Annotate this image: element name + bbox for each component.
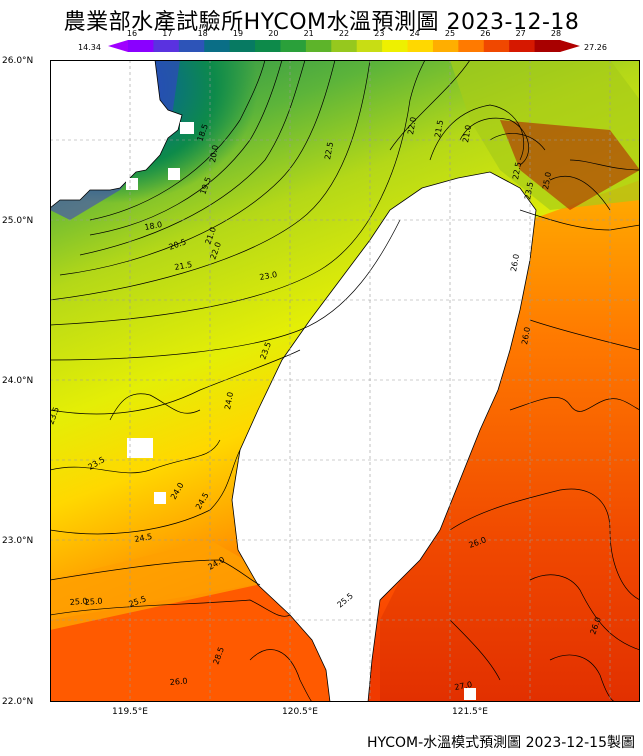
lat-label-22: 22.0°N (2, 697, 34, 707)
colorbar-tick-label: 18 (198, 29, 208, 38)
contour-label: 25.0 (84, 596, 103, 607)
colorbar-cell (153, 40, 180, 52)
map-frame (50, 60, 640, 702)
colorbar-cells (128, 40, 561, 52)
colorbar-cell (382, 40, 409, 52)
contour-label: 21.5 (174, 260, 193, 272)
sea-southwest-orange (50, 540, 280, 630)
small-island-3 (168, 168, 180, 180)
colorbar-cell (280, 40, 307, 52)
colorbar-cell (407, 40, 434, 52)
contour-label: 24.5 (134, 532, 153, 544)
contour-label: 26.0 (520, 326, 532, 345)
colorbar-tick-label: 19 (233, 29, 243, 38)
footer-caption: HYCOM-水溫模式預測圖 2023-12-15製圖 (366, 735, 635, 751)
small-island-5 (464, 688, 476, 700)
grid-lines (50, 60, 640, 702)
contour-label: 25.0 (69, 596, 88, 607)
colorbar-max-label: 27.26 (584, 43, 607, 52)
contour-label: 22.5 (323, 141, 335, 160)
colorbar-cell (432, 40, 459, 52)
colorbar-tick-label: 20 (268, 29, 278, 38)
lon-label-120-5: 120.5°E (282, 707, 318, 717)
small-island-2 (126, 178, 138, 190)
colorbar-cell (305, 40, 332, 52)
colorbar-cell (458, 40, 485, 52)
colorbar-tick-label: 21 (304, 29, 314, 38)
contour-label: 22.0 (406, 116, 418, 135)
contour-label: 20.0 (208, 144, 220, 163)
colorbar-cell (204, 40, 231, 52)
contour-label: 24.0 (223, 391, 235, 410)
contour-label: 22.5 (511, 161, 523, 180)
lon-label-119-5: 119.5°E (112, 707, 148, 717)
lat-label-23: 23.0°N (2, 536, 34, 546)
contour-label: 26.0 (509, 253, 521, 272)
colorbar-cell (509, 40, 536, 52)
contour-label: 23.5 (50, 406, 61, 426)
colorbar-tick-label: 22 (339, 29, 349, 38)
small-island-1 (154, 492, 166, 504)
colorbar-tick-label: 23 (374, 29, 384, 38)
colorbar-cell (356, 40, 383, 52)
colorbar-right-arrow (560, 40, 580, 52)
colorbar-cell (255, 40, 281, 52)
contour-label: 23.0 (259, 270, 278, 282)
small-island-4 (180, 122, 194, 134)
colorbar-cell (483, 40, 510, 52)
colorbar-cell (128, 40, 154, 52)
colorbar: 14.34 27.26 16 17 18 19 20 21 22 23 24 25 26 27 28 (78, 29, 607, 52)
contour-label: 25.0 (541, 171, 553, 190)
map-title: 農業部水產試驗所HYCOM水溫預測圖 2023-12-18 (63, 10, 580, 35)
contour-label: 21.5 (433, 119, 445, 138)
contour-label: 27.0 (454, 680, 473, 692)
mainland-china-coast (50, 60, 183, 209)
colorbar-tick-label: 25 (445, 29, 455, 38)
colorbar-tick-label: 24 (410, 29, 420, 38)
colorbar-min-label: 14.34 (78, 43, 101, 52)
penghu-island (127, 438, 153, 458)
sea-north-hot (500, 120, 640, 210)
lat-label-24: 24.0°N (2, 376, 34, 386)
colorbar-tick-label: 28 (551, 29, 561, 38)
lat-label-25: 25.0°N (2, 216, 34, 226)
colorbar-cell (178, 40, 205, 52)
lat-label-26: 26.0°N (2, 56, 34, 66)
colorbar-tick-label: 26 (480, 29, 490, 38)
lon-label-121-5: 121.5°E (452, 707, 488, 717)
colorbar-ticks: 16 17 18 19 20 21 22 23 24 25 26 27 28 (127, 29, 561, 38)
colorbar-cell (229, 40, 256, 52)
taiwan-island (231, 171, 537, 702)
sea-east-warm (380, 180, 640, 702)
colorbar-tick-label: 27 (516, 29, 526, 38)
sea-temperature-map: 18.519.520.020.5 21.021.522.022.523.023.5… (50, 60, 640, 702)
contour-label: 23.5 (523, 181, 535, 200)
colorbar-left-arrow (108, 40, 128, 52)
contour-label: 21.0 (461, 124, 473, 143)
colorbar-cell (534, 40, 561, 52)
contour-label: 26.0 (169, 676, 188, 687)
colorbar-tick-label: 17 (162, 29, 172, 38)
contour-lines (50, 60, 640, 702)
contour-label: 18.0 (144, 220, 163, 232)
colorbar-cell (331, 40, 358, 52)
colorbar-tick-label: 16 (127, 29, 137, 38)
